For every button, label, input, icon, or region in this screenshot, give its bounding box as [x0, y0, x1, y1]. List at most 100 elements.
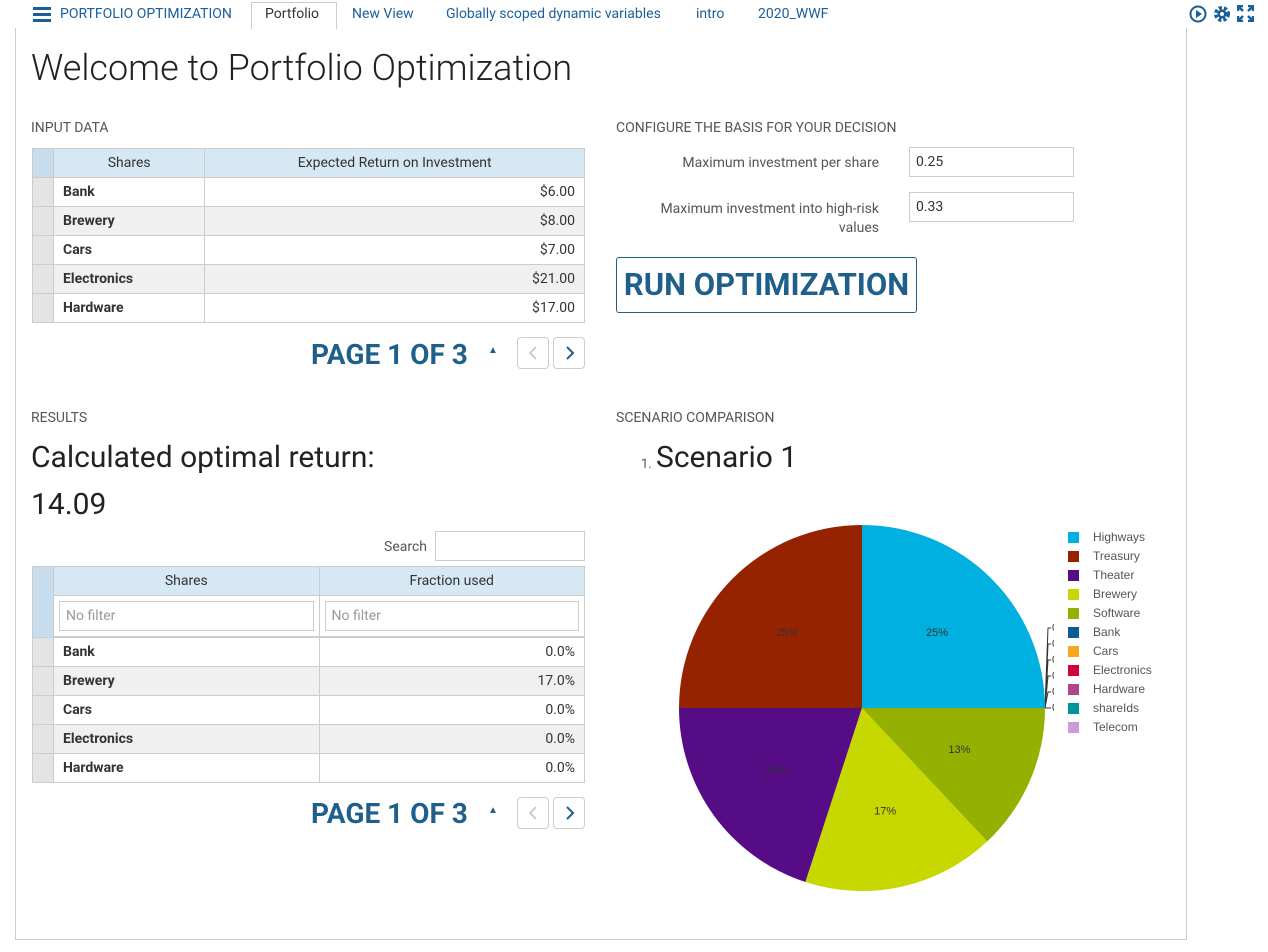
result-label: Calculated optimal return: [31, 440, 375, 475]
table-row: Cars $7.00 [31, 235, 585, 265]
row-stub [31, 753, 55, 783]
legend-swatch [1068, 665, 1079, 676]
pagination: PAGE 1 OF 3 [311, 797, 468, 830]
legend-label: Hardware [1093, 682, 1145, 696]
header-row: Shares Expected Return on Investment [31, 148, 585, 178]
column-header[interactable]: Expected Return on Investment [204, 148, 585, 178]
table-row: Electronics $21.00 [31, 264, 585, 294]
column-title: Fraction used [409, 573, 494, 589]
column-header[interactable]: Fraction used [318, 566, 585, 596]
legend-label: Highways [1093, 530, 1145, 544]
legend-swatch [1068, 589, 1079, 600]
name-cell: Cars [53, 235, 206, 265]
prev-page[interactable] [517, 337, 549, 369]
tab-bar: PORTFOLIO OPTIMIZATION Portfolio New Vie… [0, 0, 1268, 29]
legend-label: Cars [1093, 644, 1118, 658]
tab[interactable]: Portfolio [265, 6, 320, 22]
value-cell: $7.00 [204, 235, 585, 265]
column-header[interactable]: Shares [53, 148, 206, 178]
next-page[interactable] [553, 337, 585, 369]
pie-slice [805, 708, 988, 891]
tab[interactable]: New View [352, 6, 414, 22]
tab[interactable]: intro [696, 6, 725, 22]
sort-icon: ▲ [488, 805, 498, 816]
slice-label: 0% [1052, 638, 1068, 650]
legend-swatch [1068, 684, 1079, 695]
table-row: Hardware 0.0% [31, 753, 585, 783]
table-row: Bank 0.0% [31, 636, 585, 667]
row-stub [31, 666, 55, 696]
column-title: Expected Return on Investment [297, 155, 492, 171]
row-stub [31, 566, 55, 638]
run-button[interactable]: RUN OPTIMIZATION [616, 257, 917, 313]
legend-label: Electronics [1093, 663, 1152, 677]
legend-label: shareIds [1093, 701, 1139, 715]
slice-label: 0% [1052, 670, 1068, 682]
sort-icon: ▲ [488, 345, 498, 356]
value-cell: 0.0% [318, 636, 585, 667]
prev-page[interactable] [517, 797, 549, 829]
slice-label: 0% [1052, 654, 1068, 666]
name-cell: Bank [53, 636, 320, 667]
legend-swatch [1068, 627, 1079, 638]
name-cell: Electronics [53, 264, 206, 294]
column-title: Shares [107, 155, 151, 171]
pie-slice [862, 525, 1045, 708]
filter-input[interactable]: No filter [324, 601, 579, 631]
value-cell: $8.00 [204, 206, 585, 236]
legend-swatch [1068, 551, 1079, 562]
tab[interactable]: Globally scoped dynamic variables [446, 6, 661, 22]
tab[interactable]: 2020_WWF [758, 6, 829, 22]
results-table: Shares Fraction used No filter No filter Ban… [31, 566, 585, 783]
pagination: PAGE 1 OF 3 [311, 338, 468, 371]
search-input[interactable] [435, 531, 585, 561]
leader-line [1044, 627, 1051, 709]
settings-icon[interactable] [1213, 5, 1231, 23]
legend-swatch [1068, 703, 1079, 714]
legend-label: Software [1093, 606, 1141, 620]
slice-label: 13% [948, 744, 970, 756]
name-cell: Electronics [53, 724, 320, 754]
legend-swatch [1068, 646, 1079, 657]
legend-swatch [1068, 532, 1079, 543]
slice-label: 25% [926, 627, 948, 639]
row-stub [31, 636, 55, 667]
row-stub [31, 177, 55, 207]
value-cell: 17.0% [318, 666, 585, 696]
value-cell: 0.0% [318, 695, 585, 725]
list-marker: 1. [641, 457, 652, 472]
value-cell: $21.00 [204, 264, 585, 294]
field-input[interactable]: 0.25 [909, 147, 1074, 177]
column-title: Shares [164, 573, 208, 589]
filter-input[interactable]: No filter [59, 601, 314, 631]
run-icon[interactable] [1189, 5, 1207, 23]
section-heading: CONFIGURE THE BASIS FOR YOUR DECISION [616, 120, 897, 136]
filter-row: No filter No filter [33, 595, 585, 638]
filter-cell: No filter [318, 595, 585, 638]
legend-label: Treasury [1093, 549, 1140, 563]
value-cell: 0.0% [318, 753, 585, 783]
next-page[interactable] [553, 797, 585, 829]
value-cell: 0.0% [318, 724, 585, 754]
app-menu[interactable]: PORTFOLIO OPTIMIZATION [60, 6, 232, 22]
field-input[interactable]: 0.33 [909, 192, 1074, 222]
pie-slice [862, 708, 1045, 842]
slice-label: 17% [874, 805, 896, 817]
fullscreen-icon[interactable] [1237, 5, 1254, 22]
legend-label: Bank [1093, 625, 1121, 639]
row-stub [31, 293, 55, 323]
page-title: Welcome to Portfolio Optimization [31, 47, 573, 89]
column-header[interactable]: Shares [53, 566, 320, 596]
pie-slice [679, 708, 862, 883]
field-label: Maximum investment per share [682, 155, 879, 171]
name-cell: Cars [53, 695, 320, 725]
pie-chart: 0% 0% 0% 0% 0% 0% 25% 25% 20% 17% 13% Highways Treas… [679, 525, 1152, 891]
pie-slice [679, 525, 862, 708]
table-row: Brewery $8.00 [31, 206, 585, 236]
section-heading: RESULTS [31, 410, 88, 426]
menu-icon[interactable] [33, 7, 51, 22]
legend-swatch [1068, 722, 1079, 733]
search-label: Search [384, 539, 428, 555]
row-stub [31, 264, 55, 294]
